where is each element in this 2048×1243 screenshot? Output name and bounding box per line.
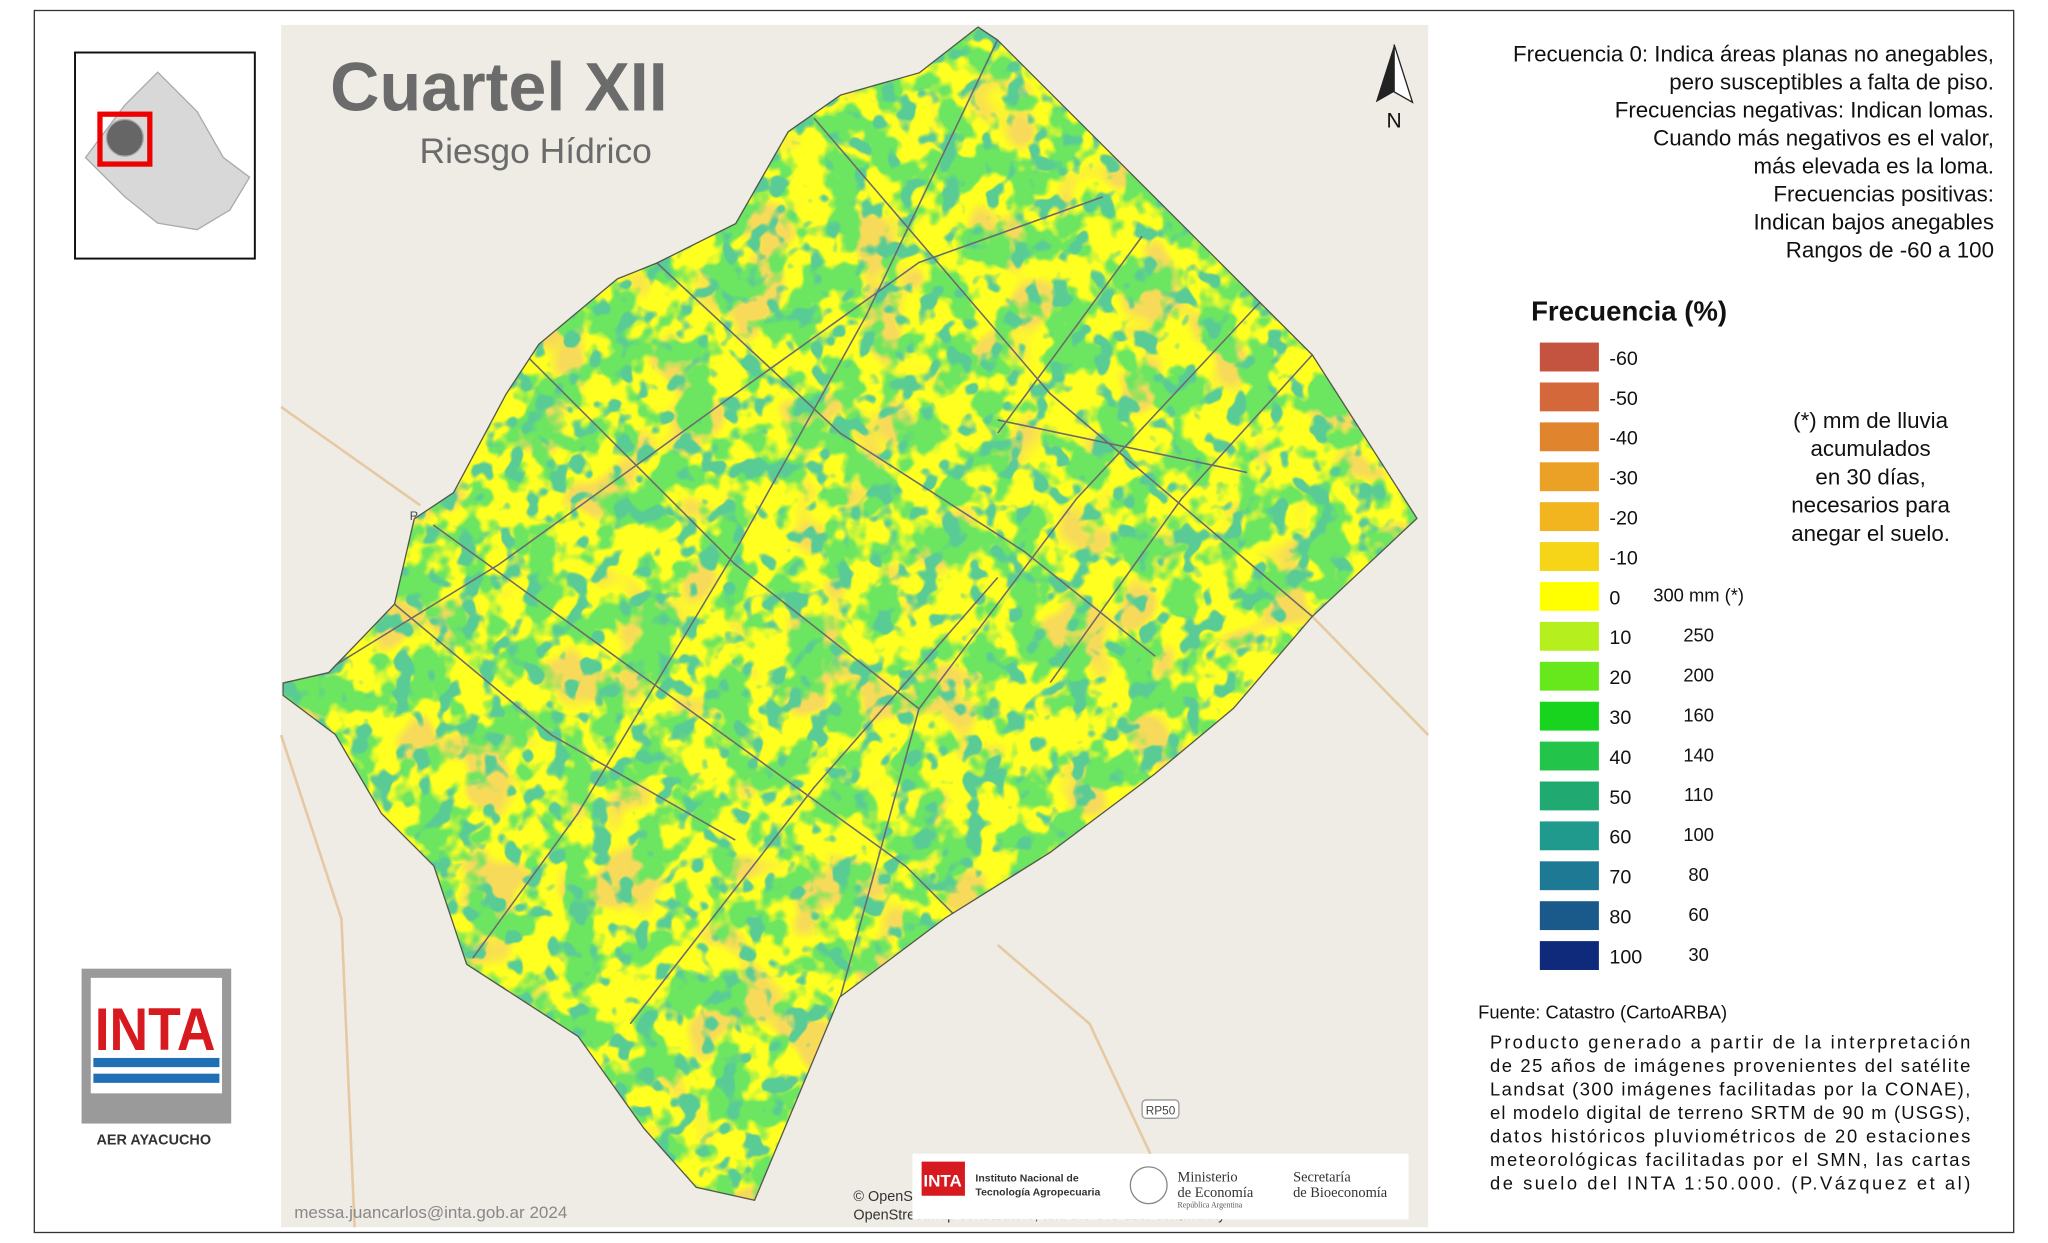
- source: Fuente: Catastro (CartoARBA): [1478, 1002, 1727, 1023]
- description-line: Cuando más negativos es el valor,: [1653, 126, 1994, 151]
- note-line: (*) mm de lluvia: [1793, 408, 1948, 433]
- description-line: pero susceptibles a falta de piso.: [1669, 70, 1994, 95]
- secretariat-name: Secretaría: [1293, 1169, 1351, 1185]
- legend-label: -30: [1609, 468, 1637, 490]
- legend-mm: 80: [1688, 864, 1708, 885]
- note-line: acumulados: [1810, 436, 1930, 461]
- product-line: meteorológicas facilitadas por el SMN, l…: [1490, 1149, 1970, 1170]
- legend-label: 100: [1609, 946, 1642, 968]
- legend-label: 70: [1609, 867, 1631, 889]
- legend-swatch: [1539, 342, 1599, 372]
- product-line: Producto generado a partir de la interpr…: [1490, 1032, 1970, 1053]
- legend-swatch: [1539, 542, 1599, 571]
- legend-swatch: [1539, 462, 1599, 492]
- road-label: R: [410, 509, 419, 523]
- note-line: anegar el suelo.: [1791, 521, 1950, 546]
- logo-office: AER AYACUCHO: [96, 1133, 211, 1149]
- legend-swatch: [1539, 941, 1599, 970]
- product-line: de suelo del INTA 1:50.000. (P.Vázquez e…: [1490, 1173, 1970, 1194]
- legend-label: 30: [1609, 707, 1631, 729]
- legend-swatch: [1539, 422, 1599, 452]
- description-line: Frecuencias negativas: Indican lomas.: [1615, 98, 1994, 123]
- logo-stripe: [93, 1073, 220, 1083]
- legend-label: -50: [1609, 388, 1637, 410]
- map-title: Cuartel XII: [330, 49, 668, 125]
- legend-label: 10: [1609, 627, 1631, 649]
- product-line: datos históricos pluviométricos de 20 es…: [1490, 1126, 1970, 1147]
- inta-full-name: Tecnología Agropecuaria: [975, 1187, 1100, 1199]
- legend-mm: 100: [1683, 824, 1714, 845]
- legend-swatch: [1539, 581, 1599, 611]
- legend-title: Frecuencia (%): [1531, 295, 1727, 326]
- legend-label: -20: [1609, 508, 1637, 530]
- ministry-country: República Argentina: [1178, 1201, 1243, 1210]
- legend-label: -40: [1609, 428, 1637, 450]
- legend-swatch: [1539, 781, 1599, 811]
- attribution: © OpenS: [853, 1189, 913, 1205]
- legend-swatch: [1539, 901, 1599, 931]
- credit: messa.juancarlos@inta.gob.ar 2024: [294, 1203, 567, 1222]
- legend-label: -10: [1609, 547, 1637, 569]
- legend-mm: 30: [1688, 944, 1708, 965]
- note-line: necesarios para: [1791, 493, 1950, 518]
- legend-swatch: [1539, 621, 1599, 651]
- road-shield: [1141, 1099, 1180, 1119]
- logo-stripe: [93, 1057, 220, 1068]
- legend-mm: 140: [1683, 744, 1714, 765]
- logo-name: INTA: [95, 995, 216, 1063]
- description-line: más elevada es la loma.: [1754, 154, 1994, 179]
- legend-label: 0: [1609, 587, 1620, 609]
- legend-mm: 300 mm (*): [1653, 585, 1744, 606]
- inta-mini-logo: [921, 1161, 965, 1196]
- note-line: en 30 días,: [1815, 464, 1925, 489]
- product-text: Producto generado a partir de la interpr…: [1490, 1032, 1970, 1194]
- legend: -60 -50 -40 -30 -20 -10 0 300 mm (*) 10 250 20 200 3…: [1539, 342, 1744, 970]
- legend-swatch: [1539, 502, 1599, 532]
- road-label: RP50: [1146, 1103, 1176, 1117]
- description-line: Indican bajos anegables: [1753, 209, 1994, 234]
- legend-label: 20: [1609, 667, 1631, 689]
- ministry-name: Ministerio: [1178, 1169, 1238, 1185]
- description-line: Frecuencia 0: Indica áreas planas no ane…: [1513, 42, 1994, 67]
- legend-swatch: [1539, 741, 1599, 771]
- product-line: de 25 años de imágenes provenientes del …: [1490, 1055, 1970, 1076]
- legend-mm: 110: [1684, 784, 1713, 805]
- product-line: el modelo digital de terreno SRTM de 90 …: [1490, 1102, 1970, 1123]
- legend-label: -60: [1609, 348, 1637, 370]
- inta-full-name: Instituto Nacional de: [975, 1172, 1078, 1184]
- description-line: Frecuencias positivas:: [1773, 181, 1994, 206]
- inta-mini-name: INTA: [923, 1172, 962, 1191]
- secretariat-name: de Bioeconomía: [1293, 1185, 1388, 1201]
- legend-swatch: [1539, 861, 1599, 891]
- legend-swatch: [1539, 821, 1599, 851]
- description: Frecuencia 0: Indica áreas planas no ane…: [1513, 42, 1994, 263]
- legend-mm: 200: [1683, 664, 1714, 685]
- logo-bar: [912, 1153, 1409, 1220]
- legend-swatch: [1539, 701, 1599, 731]
- ministry-seal: [1129, 1166, 1168, 1205]
- legend-mm: 250: [1683, 625, 1714, 646]
- legend-label: 60: [1609, 827, 1631, 849]
- map-subtitle: Riesgo Hídrico: [420, 131, 652, 171]
- note: (*) mm de lluvia acumulados en 30 días, nec…: [1791, 408, 1950, 546]
- legend-swatch: [1539, 661, 1599, 691]
- north-label: N: [1387, 109, 1402, 132]
- legend-label: 50: [1609, 787, 1631, 809]
- ministry-name: de Economía: [1178, 1185, 1254, 1201]
- legend-label: 40: [1609, 747, 1631, 769]
- inset-map: [84, 71, 251, 231]
- legend-label: 80: [1609, 907, 1631, 929]
- description-line: Rangos de -60 a 100: [1786, 237, 1994, 262]
- legend-swatch: [1539, 382, 1599, 412]
- legend-mm: 160: [1683, 704, 1714, 725]
- legend-mm: 60: [1688, 904, 1708, 925]
- product-line: Landsat (300 imágenes facilitadas por la…: [1490, 1079, 1970, 1100]
